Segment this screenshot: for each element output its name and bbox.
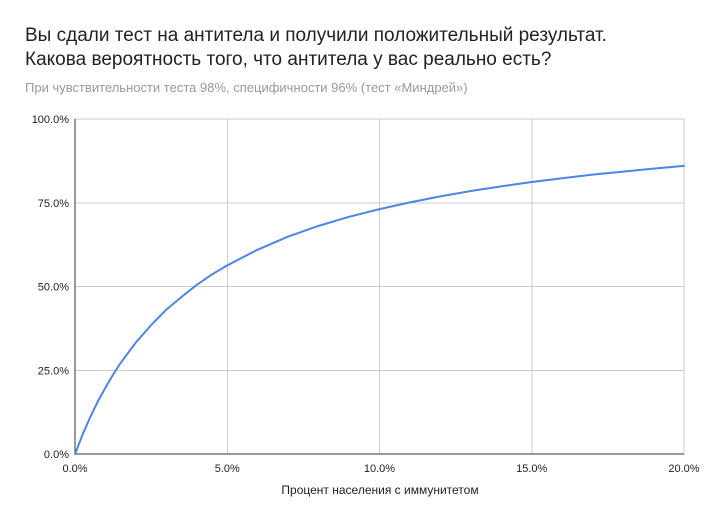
- x-tick-label: 10.0%: [364, 463, 395, 475]
- x-axis-label: Процент населения с иммунитетом: [281, 483, 479, 497]
- chart-title: Вы сдали тест на антитела и получили пол…: [25, 24, 695, 72]
- x-tick-label: 20.0%: [668, 463, 699, 475]
- chart-subtitle: При чувствительности теста 98%, специфич…: [25, 80, 468, 95]
- y-tick-label: 25.0%: [38, 365, 69, 377]
- chart-title-line-1: Вы сдали тест на антитела и получили пол…: [25, 25, 607, 46]
- x-tick-label: 5.0%: [215, 463, 240, 475]
- y-tick-label: 100.0%: [32, 114, 70, 126]
- y-tick-label: 50.0%: [38, 282, 69, 294]
- y-tick-label: 0.0%: [44, 449, 69, 461]
- x-tick-label: 0.0%: [62, 463, 87, 475]
- chart-title-line-2: Какова вероятность того, что антитела у …: [25, 49, 552, 70]
- x-tick-label: 15.0%: [516, 463, 547, 475]
- y-tick-label: 75.0%: [38, 198, 69, 210]
- series-line: [74, 164, 685, 455]
